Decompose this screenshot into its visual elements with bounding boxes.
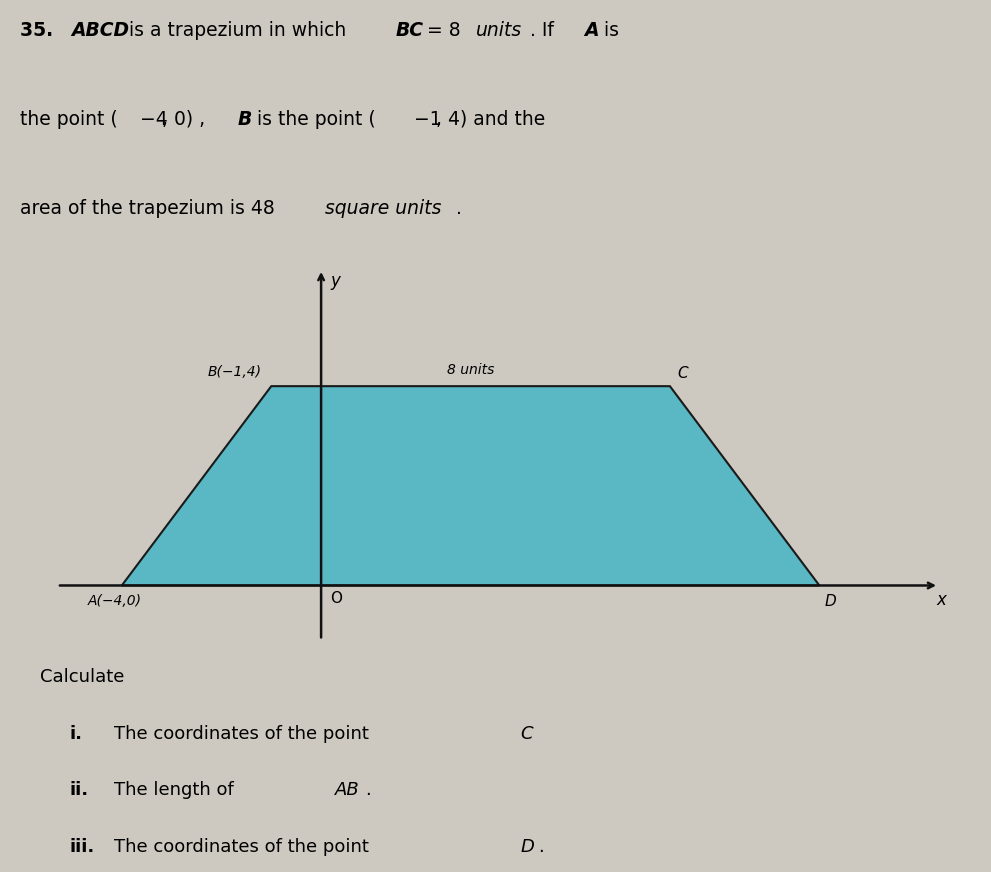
Text: The coordinates of the point: The coordinates of the point — [114, 725, 375, 743]
Text: square units: square units — [325, 199, 441, 218]
Text: −4: −4 — [140, 110, 167, 129]
Text: . If: . If — [530, 21, 560, 40]
Text: −1: −1 — [414, 110, 442, 129]
Text: A(−4,0): A(−4,0) — [87, 595, 142, 609]
Text: C: C — [520, 725, 533, 743]
Text: BC: BC — [395, 21, 423, 40]
Text: 8 units: 8 units — [447, 364, 495, 378]
Text: y: y — [330, 271, 340, 290]
Text: .: . — [456, 199, 462, 218]
Text: Calculate: Calculate — [40, 668, 124, 686]
Text: The length of: The length of — [114, 781, 240, 800]
Text: B(−1,4): B(−1,4) — [207, 364, 262, 378]
Text: units: units — [476, 21, 522, 40]
Text: A: A — [585, 21, 600, 40]
Text: iii.: iii. — [69, 838, 94, 856]
Text: O: O — [330, 591, 342, 606]
Text: ABCD: ABCD — [71, 21, 130, 40]
Text: B: B — [238, 110, 252, 129]
Text: D: D — [825, 595, 836, 610]
Text: x: x — [936, 591, 946, 610]
Text: is the point (: is the point ( — [251, 110, 376, 129]
Text: ii.: ii. — [69, 781, 88, 800]
Text: area of the trapezium is 48: area of the trapezium is 48 — [20, 199, 280, 218]
Text: is: is — [598, 21, 618, 40]
Text: , 4) and the: , 4) and the — [436, 110, 545, 129]
Text: D: D — [520, 838, 534, 856]
Polygon shape — [122, 386, 820, 585]
Text: the point (: the point ( — [20, 110, 118, 129]
Text: .: . — [365, 781, 371, 800]
Text: The coordinates of the point: The coordinates of the point — [114, 838, 375, 856]
Text: is a trapezium in which: is a trapezium in which — [123, 21, 352, 40]
Text: , 0) ,: , 0) , — [162, 110, 211, 129]
Text: 35.: 35. — [20, 21, 59, 40]
Text: = 8: = 8 — [421, 21, 467, 40]
Text: C: C — [678, 366, 688, 381]
Text: i.: i. — [69, 725, 82, 743]
Text: .: . — [538, 838, 544, 856]
Text: AB: AB — [335, 781, 360, 800]
